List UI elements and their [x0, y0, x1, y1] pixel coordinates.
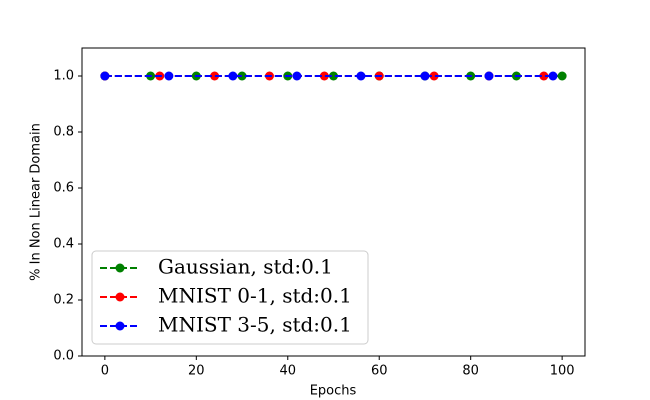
marker [429, 71, 439, 81]
legend-label: MNIST 3-5, std:0.1 [158, 313, 352, 337]
marker [420, 71, 430, 81]
y-axis-label: % In Non Linear Domain [29, 123, 44, 281]
x-tick-label: 20 [188, 364, 205, 379]
y-tick-label: 0.6 [53, 181, 74, 196]
y-tick-label: 0.0 [53, 349, 74, 364]
marker [228, 71, 238, 81]
marker [539, 71, 549, 81]
y-tick-label: 0.2 [53, 293, 74, 308]
marker [319, 71, 329, 81]
marker [210, 71, 220, 81]
marker [292, 71, 302, 81]
marker [557, 71, 567, 81]
legend-marker [115, 292, 125, 302]
x-tick-label: 100 [550, 364, 575, 379]
y-tick-label: 0.4 [53, 237, 74, 252]
x-tick-label: 60 [371, 364, 388, 379]
y-tick-label: 1.0 [53, 69, 74, 84]
legend-marker [115, 321, 125, 331]
legend-marker [115, 263, 125, 273]
marker [164, 71, 174, 81]
legend-label: Gaussian, std:0.1 [158, 255, 333, 279]
x-axis-label: Epochs [310, 384, 357, 399]
legend-box [91, 250, 369, 345]
plot-frame [81, 47, 586, 357]
marker [329, 71, 338, 81]
marker [548, 71, 558, 81]
marker [484, 71, 494, 81]
marker [356, 71, 366, 81]
marker [100, 71, 110, 81]
marker [237, 71, 247, 81]
legend: Gaussian, std:0.1 MNIST 0-1, std:0.1 MNIST… [91, 250, 369, 345]
x-tick-label: 40 [279, 364, 296, 379]
x-tick-label: 80 [462, 364, 479, 379]
x-tick-label: 0 [101, 364, 109, 379]
y-tick-label: 0.8 [53, 125, 74, 140]
legend-label: MNIST 0-1, std:0.1 [158, 284, 352, 308]
